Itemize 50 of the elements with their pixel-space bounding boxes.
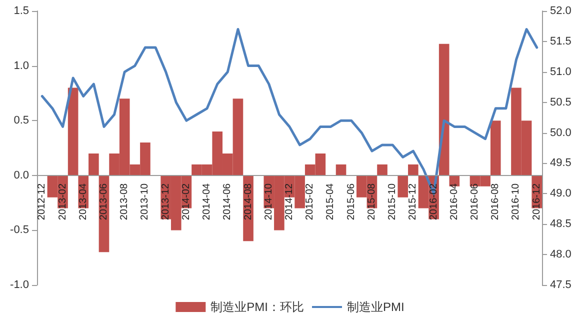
y-tick-label: 0.0 (14, 169, 29, 182)
x-tick-label: 2014-12 (284, 182, 295, 220)
y2-tick-label: 52.0 (550, 5, 572, 17)
y-tick-label: -0.5 (10, 224, 29, 236)
x-tick-label: 2014-06 (222, 182, 234, 220)
y-tick-label: 0.5 (14, 114, 29, 127)
x-tick-label: 2015-02 (304, 182, 316, 220)
x-tick-label: 2013-10 (140, 182, 151, 220)
bar (490, 120, 501, 176)
x-tick-label: 2013-08 (119, 182, 130, 220)
x-tick-label: 2016-10 (510, 182, 522, 220)
y-tick-label: -1.0 (10, 279, 29, 291)
y2-tick-label: 48.0 (550, 248, 572, 261)
x-tick-label: 2016-04 (448, 182, 460, 220)
y-tick-label: 1.0 (14, 60, 29, 72)
y2-tick-label: 51.0 (550, 66, 572, 78)
x-tick-label: 2015-04 (325, 182, 336, 220)
x-tick-label: 2016-12 (531, 182, 542, 220)
x-tick-label: 2012-12 (36, 182, 48, 220)
x-tick-label: 2014-02 (180, 182, 192, 220)
y-tick-label: 1.5 (14, 5, 29, 17)
bar (408, 164, 418, 176)
x-tick-label: 2015-12 (408, 182, 419, 220)
bar (88, 153, 99, 176)
bar (68, 88, 78, 176)
y2-tick-label: 49.0 (550, 188, 572, 200)
x-tick-label: 2013-06 (98, 182, 110, 220)
x-tick-label: 2014-10 (263, 182, 274, 220)
x-tick-label: 2016-02 (428, 182, 440, 220)
x-tick-label: 2013-02 (57, 182, 68, 220)
bar (398, 175, 408, 198)
x-tick-label: 2015-10 (387, 182, 398, 220)
x-tick-label: 2014-08 (242, 182, 254, 220)
bar (336, 164, 346, 176)
x-tick-label: 2016-08 (490, 182, 502, 220)
y2-tick-label: 49.5 (550, 157, 572, 170)
y2-tick-label: 48.5 (550, 218, 572, 230)
x-tick-label: 2016-06 (470, 182, 481, 220)
y2-tick-label: 50.0 (550, 126, 572, 139)
legend-label: 制造业PMI：环比 (210, 300, 304, 314)
x-tick-label: 2014-04 (202, 182, 213, 220)
x-tick-label: 2013-12 (160, 182, 172, 220)
legend-label: 制造业PMI (347, 300, 404, 314)
x-tick-label: 2015-08 (366, 182, 378, 220)
x-tick-label: 2013-04 (78, 182, 89, 220)
x-tick-label: 2015-06 (346, 182, 357, 220)
y2-tick-label: 51.5 (550, 35, 572, 48)
y2-tick-label: 47.5 (550, 279, 572, 291)
y2-tick-label: 50.5 (550, 96, 572, 108)
bar (377, 164, 388, 176)
